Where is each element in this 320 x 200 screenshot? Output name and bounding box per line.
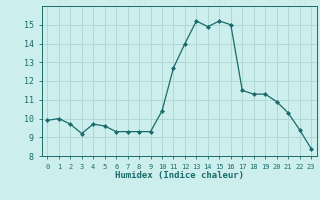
X-axis label: Humidex (Indice chaleur): Humidex (Indice chaleur) (115, 171, 244, 180)
